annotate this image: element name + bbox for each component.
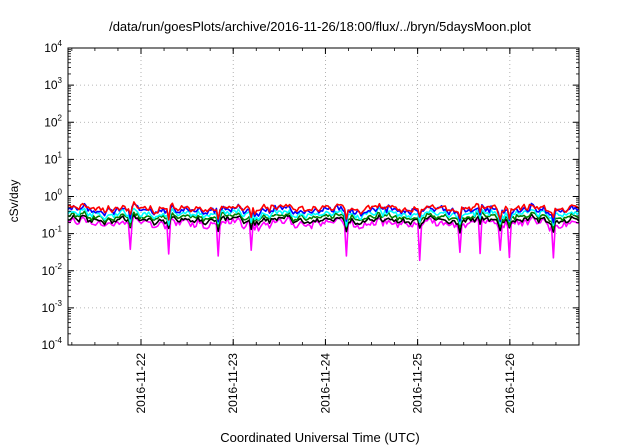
x-tick-label: 2016-11-26 xyxy=(503,353,517,414)
x-tick-label: 2016-11-23 xyxy=(226,353,240,414)
x-tick-label: 2016-11-22 xyxy=(134,353,148,414)
series-line xyxy=(67,210,580,230)
chart-title: /data/run/goesPlots/archive/2016-11-26/1… xyxy=(109,19,531,34)
x-axis-label: Coordinated Universal Time (UTC) xyxy=(220,430,420,445)
series-line xyxy=(67,207,580,227)
y-tick-label: 104 xyxy=(44,39,62,55)
y-tick-label: 102 xyxy=(44,113,62,129)
y-tick-label: 103 xyxy=(44,76,62,92)
series-layer xyxy=(67,201,580,262)
y-axis-label: cSv/day xyxy=(7,180,21,223)
y-tick-label: 100 xyxy=(44,188,62,204)
series-line xyxy=(67,213,580,234)
x-tick-label: 2016-11-24 xyxy=(318,353,332,414)
y-tick-label: 101 xyxy=(44,150,62,166)
grid-layer xyxy=(68,48,579,345)
ticks-layer: 10-4 10-3 10-2 10-1 100 101 102 103 104 2016-11-2… xyxy=(42,39,579,414)
y-tick-label: 10-2 xyxy=(42,262,63,278)
y-tick-label: 10-3 xyxy=(42,299,63,315)
series-line xyxy=(67,202,580,224)
series-line xyxy=(67,201,580,221)
series-line xyxy=(67,214,580,262)
y-tick-label: 10-1 xyxy=(42,225,63,241)
y-tick-label: 10-4 xyxy=(42,336,63,352)
x-tick-label: 2016-11-25 xyxy=(411,353,425,414)
